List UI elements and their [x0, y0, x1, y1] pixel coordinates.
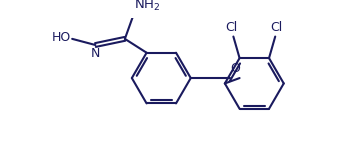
Text: NH$_2$: NH$_2$	[134, 0, 160, 14]
Text: O: O	[230, 62, 240, 75]
Text: N: N	[91, 46, 100, 60]
Text: HO: HO	[52, 31, 71, 44]
Text: Cl: Cl	[226, 21, 238, 34]
Text: Cl: Cl	[271, 21, 283, 34]
